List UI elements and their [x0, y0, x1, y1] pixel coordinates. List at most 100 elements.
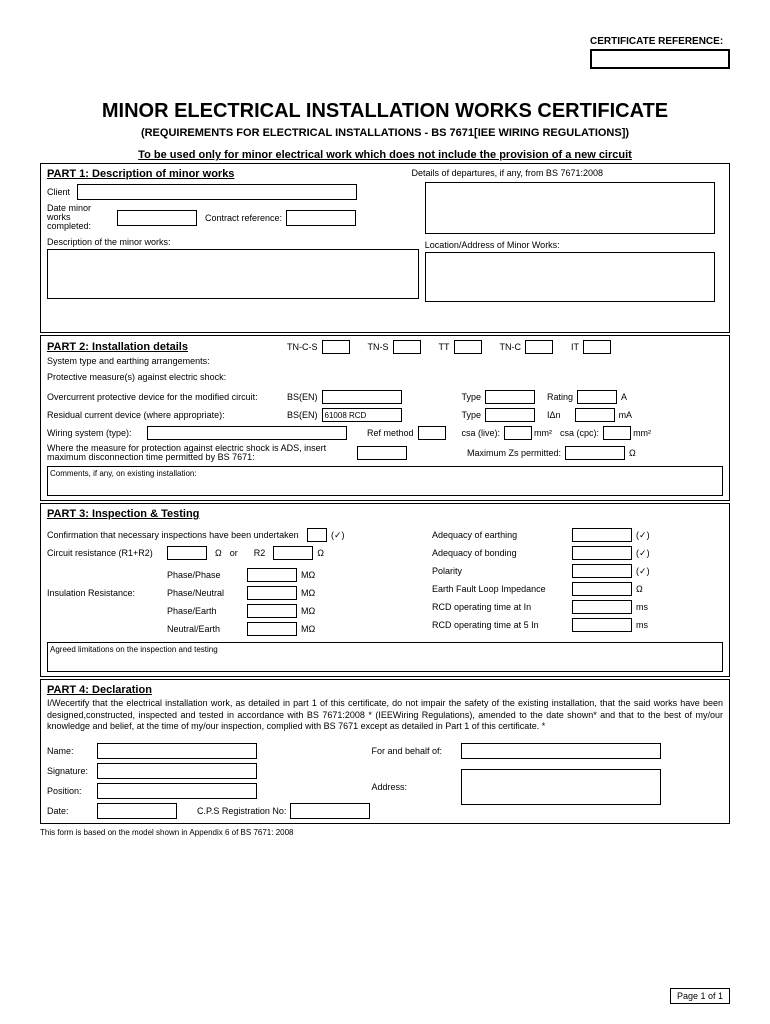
departures-input[interactable]	[425, 182, 716, 234]
ohm-3: Ω	[317, 548, 324, 558]
pos-input[interactable]	[97, 783, 257, 799]
contract-ref-input[interactable]	[286, 210, 356, 226]
polarity-input[interactable]	[572, 564, 632, 578]
confirm-label: Confirmation that necessary inspections …	[47, 530, 307, 540]
circres-label: Circuit resistance (R1+R2)	[47, 548, 167, 558]
wiring-input[interactable]	[147, 426, 347, 440]
protective-label: Protective measure(s) against electric s…	[47, 372, 723, 382]
bsen-input-2[interactable]: 61008 RCD	[322, 408, 402, 422]
system-type-label: System type and earthing arrangements:	[47, 356, 723, 366]
contract-ref-label: Contract reference:	[205, 213, 282, 223]
efli-input[interactable]	[572, 582, 632, 596]
csa-cpc-input[interactable]	[603, 426, 631, 440]
tnc-input[interactable]	[525, 340, 553, 354]
adeqE-input[interactable]	[572, 528, 632, 542]
client-label: Client	[47, 187, 77, 197]
pp-label: Phase/Phase	[167, 570, 247, 580]
ads-input[interactable]	[357, 446, 407, 460]
forbehalf-input[interactable]	[461, 743, 661, 759]
tns-input[interactable]	[393, 340, 421, 354]
maxzs-input[interactable]	[565, 446, 625, 460]
pn-input[interactable]	[247, 586, 297, 600]
type-label-1: Type	[462, 392, 482, 402]
mohm-3: MΩ	[301, 606, 315, 616]
agreed-box[interactable]: Agreed limitations on the inspection and…	[47, 642, 723, 672]
csa-cpc-label: csa (cpc):	[560, 428, 599, 438]
a-unit: A	[621, 392, 635, 402]
comments-label: Comments, if any, on existing installati…	[50, 469, 197, 478]
adeqB-input[interactable]	[572, 546, 632, 560]
subtitle: (REQUIREMENTS FOR ELECTRICAL INSTALLATIO…	[40, 127, 730, 139]
ohm-unit: Ω	[629, 448, 636, 458]
ma-unit: mA	[619, 410, 633, 420]
footer-note: This form is based on the model shown in…	[40, 828, 730, 837]
part4-title: PART 4: Declaration	[47, 684, 723, 696]
ne-input[interactable]	[247, 622, 297, 636]
declaration-text: I/Wecertify that the electrical installa…	[47, 698, 723, 733]
pe-label: Phase/Earth	[167, 606, 247, 616]
cps-input[interactable]	[290, 803, 370, 819]
part-1: PART 1: Description of minor works Detai…	[40, 163, 730, 333]
date4-input[interactable]	[97, 803, 177, 819]
check-1: (✓)	[331, 530, 345, 541]
client-input[interactable]	[77, 184, 357, 200]
mm2-1: mm²	[534, 428, 552, 438]
adeqB-label: Adequacy of bonding	[412, 548, 572, 558]
r1r2-input[interactable]	[167, 546, 207, 560]
type-input-2[interactable]	[485, 408, 535, 422]
tncs-label: TN-C-S	[287, 342, 318, 352]
sig-input[interactable]	[97, 763, 257, 779]
rcdin-input[interactable]	[572, 600, 632, 614]
tnc-label: TN-C	[500, 342, 522, 352]
cert-ref-label: CERTIFICATE REFERENCE:	[590, 36, 730, 47]
usage-note: To be used only for minor electrical wor…	[40, 149, 730, 161]
rating-input[interactable]	[577, 390, 617, 404]
ian-label: IΔn	[547, 410, 561, 420]
date-label: Date minor works completed:	[47, 204, 117, 231]
part2-title: PART 2: Installation details	[47, 341, 287, 353]
efli-label: Earth Fault Loop Impedance	[412, 584, 572, 594]
it-input[interactable]	[583, 340, 611, 354]
ms-1: ms	[636, 602, 648, 612]
rcd5in-input[interactable]	[572, 618, 632, 632]
departures-label: Details of departures, if any, from BS 7…	[412, 168, 603, 180]
confirm-input[interactable]	[307, 528, 327, 542]
name-input[interactable]	[97, 743, 257, 759]
tncs-input[interactable]	[322, 340, 350, 354]
bsen-label-1: BS(EN)	[287, 392, 318, 402]
r2-label: R2	[254, 548, 266, 558]
polarity-label: Polarity	[412, 566, 572, 576]
type-label-2: Type	[462, 410, 482, 420]
csa-live-input[interactable]	[504, 426, 532, 440]
date-input[interactable]	[117, 210, 197, 226]
ms-2: ms	[636, 620, 648, 630]
type-input-1[interactable]	[485, 390, 535, 404]
forbehalf-label: For and behalf of:	[371, 746, 461, 756]
part-3: PART 3: Inspection & Testing Confirmatio…	[40, 503, 730, 677]
desc-input[interactable]	[47, 249, 419, 299]
cert-ref-input[interactable]	[590, 49, 730, 69]
part3-title: PART 3: Inspection & Testing	[47, 508, 723, 520]
pn-label: Phase/Neutral	[167, 588, 247, 598]
ne-label: Neutral/Earth	[167, 624, 247, 634]
overcurrent-label: Overcurrent protective device for the mo…	[47, 392, 287, 402]
ohm-2: Ω	[215, 548, 222, 558]
pp-input[interactable]	[247, 568, 297, 582]
comments-box[interactable]: Comments, if any, on existing installati…	[47, 466, 723, 496]
addr-label: Address:	[371, 782, 461, 792]
maxzs-label: Maximum Zs permitted:	[467, 448, 561, 458]
main-title: MINOR ELECTRICAL INSTALLATION WORKS CERT…	[40, 100, 730, 123]
addr-input[interactable]	[461, 769, 661, 805]
loc-input[interactable]	[425, 252, 716, 302]
bsen-label-2: BS(EN)	[287, 410, 318, 420]
chk-p: (✓)	[636, 566, 650, 577]
mohm-1: MΩ	[301, 570, 315, 580]
rcd5in-label: RCD operating time at 5 In	[412, 620, 572, 630]
pe-input[interactable]	[247, 604, 297, 618]
r2-input[interactable]	[273, 546, 313, 560]
ref-method-input[interactable]	[418, 426, 446, 440]
bsen-input-1[interactable]	[322, 390, 402, 404]
ian-input[interactable]	[575, 408, 615, 422]
pos-label: Position:	[47, 786, 97, 796]
tt-input[interactable]	[454, 340, 482, 354]
